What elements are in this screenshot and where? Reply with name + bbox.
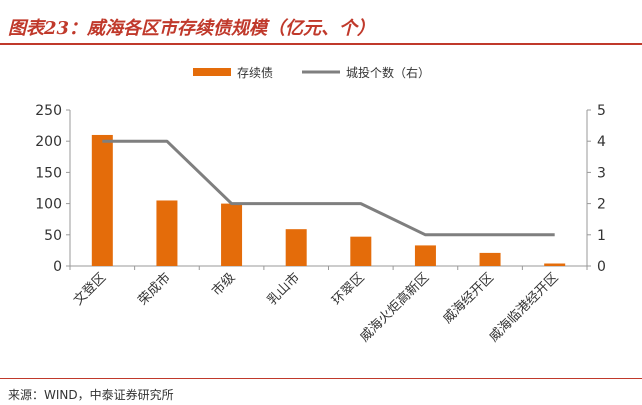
bar: [414, 245, 436, 266]
bar: [91, 134, 113, 266]
line-series: [102, 139, 555, 237]
y-right-tick-label: 5: [597, 103, 606, 119]
category-label: 乳山市: [264, 270, 303, 309]
bar: [156, 200, 178, 266]
category-label: 威海经开区: [440, 270, 497, 327]
title-rule: [0, 43, 642, 45]
bar: [544, 263, 566, 266]
category-label: 威海火炬高新区: [357, 270, 433, 346]
bar: [479, 252, 501, 266]
category-label: 市级: [209, 270, 239, 300]
chart-title: 图表23：威海各区市存续债规模（亿元、个）: [8, 18, 376, 39]
axes: 0 50 100 150 200 250 0 1 2 3 4 5: [35, 103, 606, 275]
bars: [91, 134, 566, 266]
legend-swatch-bar: [193, 68, 231, 76]
chart: 存续债 城投个数（右） 0 50 100 150 200 250 0 1 2 3 4 5 文登区 荣成市…: [35, 65, 606, 346]
y-left-tick-label: 0: [53, 259, 62, 275]
y-left-tick-label: 150: [35, 165, 62, 181]
legend-label-line: 城投个数（右）: [346, 65, 430, 80]
y-left-tick-label: 100: [35, 197, 62, 213]
y-right-tick-label: 0: [597, 259, 606, 275]
y-right-tick-label: 1: [597, 228, 606, 244]
category-label: 威海临港经开区: [487, 270, 562, 345]
category-label: 环翠区: [329, 270, 367, 308]
footer-rule: [0, 378, 642, 379]
line-series-path: [102, 139, 555, 237]
y-right-tick-label: 3: [597, 165, 606, 181]
category-label: 荣成市: [135, 270, 174, 309]
y-right-tick-label: 2: [597, 197, 606, 213]
y-left-tick-label: 200: [35, 134, 62, 150]
y-right-tick-label: 4: [597, 134, 606, 150]
bar: [350, 236, 372, 266]
bar: [221, 203, 243, 266]
bar: [285, 229, 307, 266]
legend: 存续债 城投个数（右）: [193, 65, 430, 80]
category-label: 文登区: [71, 270, 109, 308]
y-left-tick-label: 250: [35, 103, 62, 119]
source-note: 来源：WIND，中泰证券研究所: [8, 388, 174, 402]
legend-label-bar: 存续债: [237, 66, 273, 80]
y-left-tick-label: 50: [44, 228, 62, 244]
